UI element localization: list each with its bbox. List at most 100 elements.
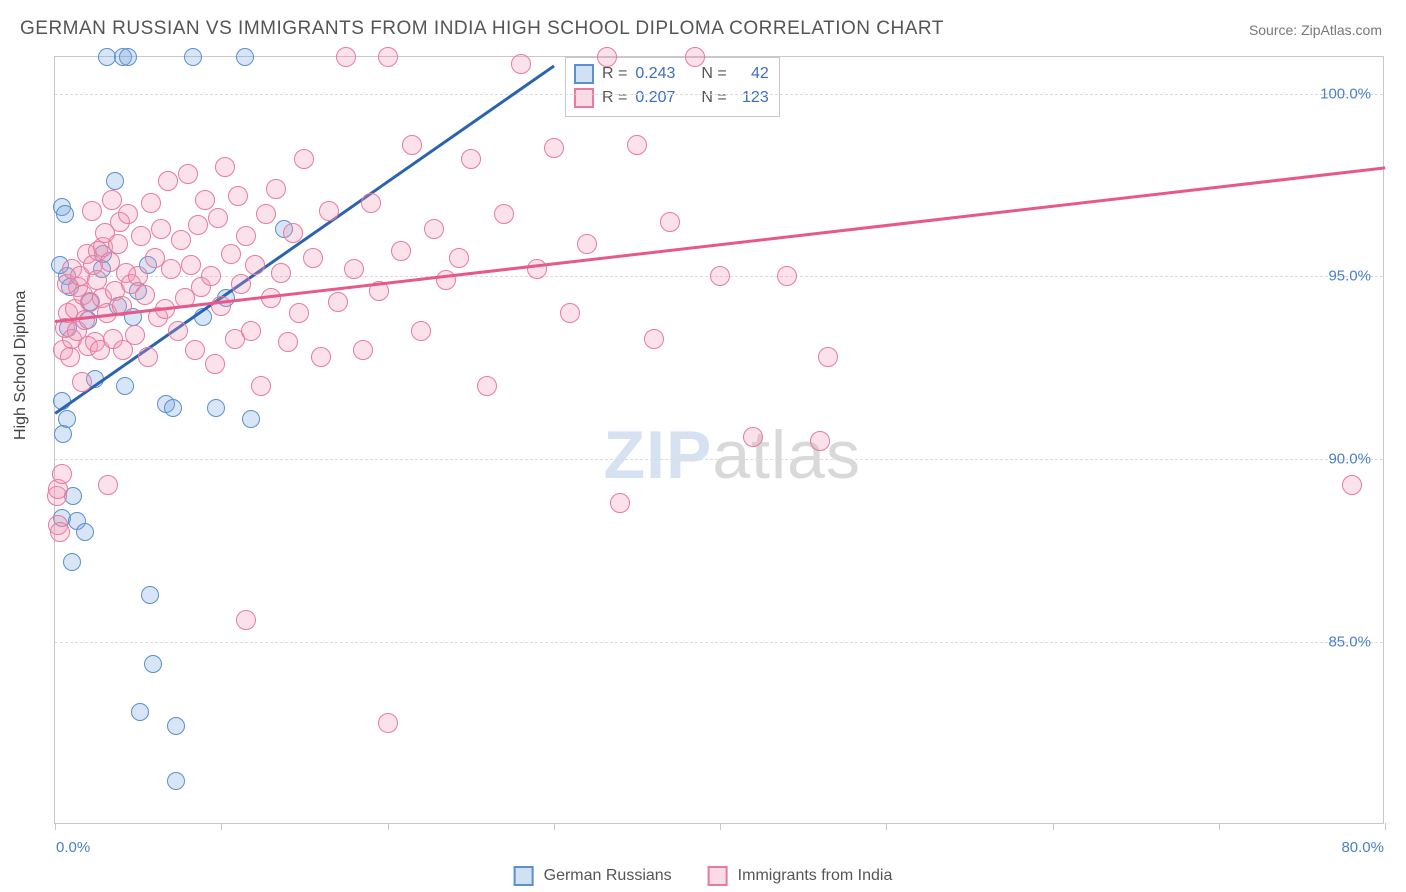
data-point [181,255,201,275]
data-point [215,157,235,177]
data-point [319,201,339,221]
data-point [560,303,580,323]
data-point [161,259,181,279]
data-point [116,377,134,395]
data-point [660,212,680,232]
trend-line [55,167,1385,323]
gridline [55,459,1383,460]
data-point [138,347,158,367]
data-point [106,172,124,190]
source-label: Source: ZipAtlas.com [1249,22,1382,38]
y-tick-label: 85.0% [1328,634,1371,651]
data-point [125,325,145,345]
data-point [211,296,231,316]
x-tick [886,823,887,830]
data-point [131,703,149,721]
data-point [236,610,256,630]
data-point [361,193,381,213]
data-point [87,270,107,290]
gridline [55,94,1383,95]
data-point [511,54,531,74]
data-point [195,190,215,210]
watermark: ZIPatlas [604,416,861,494]
stat-n-label: N = [701,86,726,110]
x-tick [1385,823,1386,830]
data-point [411,321,431,341]
data-point [644,329,664,349]
data-point [577,234,597,254]
correlation-stats-box: R =0.243N =42R =0.207N =123 [565,57,780,117]
data-point [82,201,102,221]
data-point [810,431,830,451]
legend-label: German Russians [544,867,672,885]
data-point [63,553,81,571]
data-point [242,410,260,428]
data-point [158,171,178,191]
data-point [185,340,205,360]
data-point [328,292,348,312]
data-point [54,425,72,443]
data-point [167,772,185,790]
data-point [207,399,225,417]
data-point [168,321,188,341]
data-point [378,47,398,67]
data-point [52,464,72,484]
y-tick-label: 100.0% [1320,85,1371,102]
stats-row: R =0.207N =123 [574,86,769,110]
legend-item-immigrants-india: Immigrants from India [708,866,893,886]
y-tick-label: 90.0% [1328,451,1371,468]
data-point [118,204,138,224]
data-point [283,223,303,243]
y-tick-label: 95.0% [1328,268,1371,285]
data-point [743,427,763,447]
data-point [151,219,171,239]
data-point [236,226,256,246]
data-point [818,347,838,367]
x-tick [221,823,222,830]
data-point [311,347,331,367]
data-point [245,255,265,275]
data-point [141,586,159,604]
stat-n-value: 123 [735,86,769,110]
data-point [221,244,241,264]
data-point [261,288,281,308]
data-point [108,234,128,254]
data-point [527,259,547,279]
stat-r-label: R = [602,86,627,110]
data-point [98,48,116,66]
data-point [119,48,137,66]
data-point [627,135,647,155]
data-point [777,266,797,286]
x-tick [1219,823,1220,830]
data-point [294,149,314,169]
stat-n-label: N = [701,62,726,86]
data-point [710,266,730,286]
data-point [289,303,309,323]
data-point [164,399,182,417]
y-axis-title: High School Diploma [12,291,30,440]
data-point [135,285,155,305]
data-point [76,523,94,541]
legend: German Russians Immigrants from India [514,866,893,886]
data-point [50,522,70,542]
legend-swatch-icon [514,866,534,886]
data-point [336,47,356,67]
data-point [128,266,148,286]
stats-swatch-icon [574,64,594,84]
data-point [184,48,202,66]
scatter-plot-area: ZIPatlas R =0.243N =42R =0.207N =123 85.… [54,56,1384,824]
data-point [188,215,208,235]
data-point [494,204,514,224]
data-point [378,713,398,733]
x-axis-min-label: 0.0% [56,839,90,856]
data-point [424,219,444,239]
data-point [102,190,122,210]
data-point [178,164,198,184]
data-point [685,47,705,67]
data-point [402,135,422,155]
trend-line [54,65,554,414]
data-point [167,717,185,735]
data-point [266,179,286,199]
data-point [353,340,373,360]
x-tick [1053,823,1054,830]
